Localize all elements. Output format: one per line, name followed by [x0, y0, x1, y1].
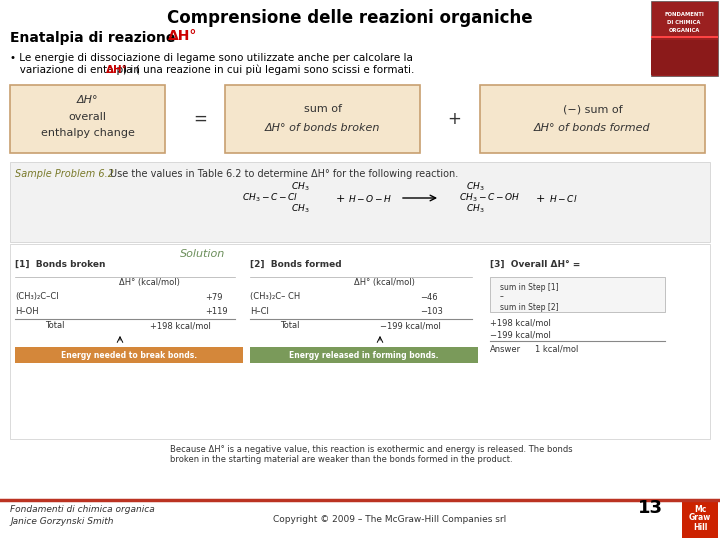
Text: Copyright © 2009 – The McGraw-Hill Companies srl: Copyright © 2009 – The McGraw-Hill Compa…	[274, 516, 507, 524]
Text: Energy needed to break bonds.: Energy needed to break bonds.	[61, 350, 197, 360]
Text: $H-Cl$: $H-Cl$	[549, 192, 577, 204]
Text: $CH_3$: $CH_3$	[291, 202, 310, 215]
Text: 1 kcal/mol: 1 kcal/mol	[535, 345, 578, 354]
Text: FONDAMENTI: FONDAMENTI	[664, 12, 704, 17]
Text: Answer: Answer	[490, 345, 521, 354]
Text: −103: −103	[420, 307, 443, 315]
Text: Sample Problem 6.2: Sample Problem 6.2	[15, 169, 114, 179]
Text: Because ΔH° is a negative value, this reaction is exothermic and energy is relea: Because ΔH° is a negative value, this re…	[170, 444, 572, 454]
Text: +198 kcal/mol: +198 kcal/mol	[490, 319, 551, 327]
Text: ΔH°: ΔH°	[106, 65, 128, 75]
Text: ΔH° of bonds broken: ΔH° of bonds broken	[265, 123, 380, 133]
Bar	[10, 85, 165, 153]
Text: Hill: Hill	[693, 523, 707, 532]
Text: −46: −46	[420, 293, 438, 301]
Text: Total: Total	[280, 321, 300, 330]
Text: $CH_3$: $CH_3$	[466, 181, 485, 193]
Text: $CH_3-C-Cl$: $CH_3-C-Cl$	[242, 192, 298, 204]
Text: Fondamenti di chimica organica: Fondamenti di chimica organica	[10, 505, 155, 515]
Text: variazione di entalpia (: variazione di entalpia (	[10, 65, 140, 75]
Text: enthalpy change: enthalpy change	[40, 128, 135, 138]
Bar	[651, 36, 718, 38]
Text: overall: overall	[68, 112, 107, 122]
Text: H–OH: H–OH	[15, 307, 39, 315]
Text: $+$: $+$	[335, 192, 345, 204]
Text: ) in una reazione in cui più legami sono scissi e formati.: ) in una reazione in cui più legami sono…	[123, 65, 415, 75]
Text: ΔH° (kcal/mol): ΔH° (kcal/mol)	[354, 278, 415, 287]
Text: Solution: Solution	[180, 249, 225, 259]
Text: +: +	[447, 110, 461, 128]
Bar	[15, 347, 243, 363]
Text: $CH_3-C-OH$: $CH_3-C-OH$	[459, 192, 521, 204]
Text: ΔH° (kcal/mol): ΔH° (kcal/mol)	[119, 278, 180, 287]
Text: $+$: $+$	[535, 192, 545, 204]
Text: ΔH°: ΔH°	[168, 29, 197, 43]
Bar	[225, 85, 420, 153]
Text: Use the values in Table 6.2 to determine ΔH° for the following reaction.: Use the values in Table 6.2 to determine…	[110, 169, 458, 179]
Text: Energy released in forming bonds.: Energy released in forming bonds.	[289, 350, 438, 360]
Bar	[490, 277, 665, 312]
Text: −199 kcal/mol: −199 kcal/mol	[490, 330, 551, 340]
Text: ORGANICA: ORGANICA	[668, 28, 700, 33]
Text: $H-O-H$: $H-O-H$	[348, 192, 392, 204]
Text: (CH₃)₂C– CH: (CH₃)₂C– CH	[250, 293, 300, 301]
Text: Comprensione delle reazioni organiche: Comprensione delle reazioni organiche	[167, 9, 533, 27]
Text: DI CHIMICA: DI CHIMICA	[667, 20, 701, 25]
Text: [3]  Overall ΔH° =: [3] Overall ΔH° =	[490, 260, 580, 268]
Text: (−) sum of: (−) sum of	[563, 104, 622, 114]
Text: sum in Step [2]: sum in Step [2]	[500, 302, 559, 312]
Text: • Le energie di dissociazione di legame sono utilizzate anche per calcolare la: • Le energie di dissociazione di legame …	[10, 53, 413, 63]
Bar	[10, 162, 710, 242]
Text: Janice Gorzynski Smith: Janice Gorzynski Smith	[10, 517, 114, 526]
Text: ΔH°: ΔH°	[77, 95, 99, 105]
Text: [1]  Bonds broken: [1] Bonds broken	[15, 260, 106, 268]
Text: H–Cl: H–Cl	[250, 307, 269, 315]
Bar	[250, 347, 478, 363]
Text: +119: +119	[205, 307, 228, 315]
Text: −199 kcal/mol: −199 kcal/mol	[380, 321, 441, 330]
Bar	[480, 85, 705, 153]
Text: sum in Step [1]: sum in Step [1]	[500, 282, 559, 292]
Text: sum of: sum of	[304, 104, 341, 114]
Text: ΔH° of bonds formed: ΔH° of bonds formed	[534, 123, 651, 133]
Text: Mc: Mc	[694, 504, 706, 514]
Text: (CH₃)₂C–Cl: (CH₃)₂C–Cl	[15, 293, 58, 301]
Text: 13: 13	[637, 499, 662, 517]
Bar	[682, 502, 718, 538]
Bar	[651, 1, 718, 76]
Text: =: =	[193, 110, 207, 128]
Text: +198 kcal/mol: +198 kcal/mol	[150, 321, 211, 330]
Text: [2]  Bonds formed: [2] Bonds formed	[250, 260, 341, 268]
Text: –: –	[500, 293, 504, 301]
Text: Total: Total	[45, 321, 65, 330]
Bar	[10, 244, 710, 439]
Text: $CH_3$: $CH_3$	[466, 202, 485, 215]
Text: Graw: Graw	[689, 514, 711, 523]
Bar	[651, 40, 718, 75]
Text: $CH_3$: $CH_3$	[291, 181, 310, 193]
Text: broken in the starting material are weaker than the bonds formed in the product.: broken in the starting material are weak…	[170, 455, 513, 463]
Text: +79: +79	[205, 293, 222, 301]
Text: Enatalpia di reazione: Enatalpia di reazione	[10, 31, 180, 45]
